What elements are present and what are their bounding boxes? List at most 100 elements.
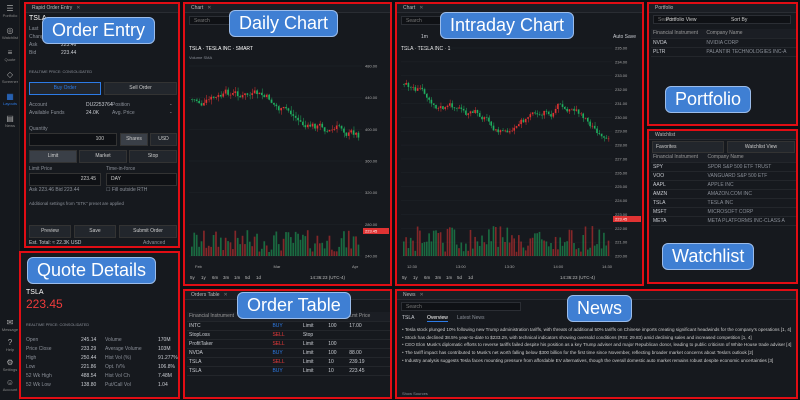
timeframe-button-1d[interactable]: 1d [256, 275, 262, 280]
intraday-candlestick-chart[interactable]: 235.00 234.00 233.00 232.00 231.00 230.00 229.… [397, 4, 642, 284]
order-type-market[interactable]: Market [79, 150, 127, 163]
candle [212, 96, 215, 98]
timeframe-button-5y[interactable]: 5y [190, 275, 196, 280]
column-header[interactable]: Financial Instrument [651, 153, 706, 162]
preview-button[interactable]: Preview [29, 225, 71, 238]
quantity-input[interactable]: 100 [29, 133, 117, 146]
tif-select[interactable]: DAY [106, 173, 177, 186]
news-item[interactable]: Tesla stock plunged 10% following new Tr… [402, 326, 796, 334]
table-row[interactable]: ProfitTaker SELL Limit 100 [187, 339, 390, 348]
table-row[interactable]: SPY SPDR S&P 500 ETF TRUST [651, 162, 796, 171]
watchlist-view-button[interactable]: Watchlist View [727, 141, 795, 153]
column-header[interactable]: Company Name [704, 29, 796, 38]
sidebar-item-watchlist[interactable]: ◎ Watchlist [0, 26, 20, 40]
table-row[interactable]: StopLoss SELL Stop [187, 330, 390, 339]
sidebar-item-screener[interactable]: ◇ Screener [0, 70, 20, 84]
sidebar-item-settings[interactable]: ⚙ Settings [0, 358, 20, 372]
column-header[interactable]: Financial Instrument [651, 29, 705, 38]
timeframe-button-5d[interactable]: 5d [457, 275, 463, 280]
portfolio-search-input[interactable]: Search [653, 15, 791, 24]
submit-order-button[interactable]: Submit Order [119, 225, 177, 238]
column-header[interactable]: Company Name [705, 153, 796, 162]
table-row[interactable]: TSLA TESLA INC [651, 198, 796, 207]
news-item[interactable]: Stock has declined 38.5% year-to-date to… [402, 334, 796, 342]
table-row[interactable]: TSLA SELL Limit 10 239.19 [187, 357, 390, 366]
table-row[interactable]: META META PLATFORMS INC-CLASS A [651, 216, 796, 225]
close-icon[interactable]: ✕ [419, 5, 424, 11]
timeframe-button-1m[interactable]: 1m [446, 275, 453, 280]
quote-symbol[interactable]: TSLA [26, 289, 44, 296]
buy-order-button[interactable]: Buy Order [29, 82, 101, 95]
table-row[interactable]: TSLA BUY Limit 10 223.45 [187, 366, 390, 375]
usd-toggle[interactable]: USD [150, 133, 177, 146]
close-icon[interactable]: ✕ [419, 292, 424, 298]
news-symbol[interactable]: TSLA [402, 315, 415, 321]
timeframe-button-1y[interactable]: 1y [201, 275, 207, 280]
candle [328, 129, 331, 132]
close-icon[interactable]: ✕ [76, 5, 81, 11]
timeframe-button-3m[interactable]: 3m [435, 275, 442, 280]
show-sources-link[interactable]: Show Sources [402, 391, 428, 396]
sidebar-item-message[interactable]: ✉ Message [0, 318, 20, 332]
volume-bar [224, 237, 227, 256]
column-header[interactable]: Financial Instrument [187, 312, 271, 321]
checkbox-icon[interactable]: ☐ [106, 187, 111, 193]
save-button[interactable]: Save [74, 225, 116, 238]
favorites-select[interactable]: Favorites [652, 141, 724, 153]
timeframe-button-5y[interactable]: 5y [402, 275, 408, 280]
sidebar-item-account[interactable]: ☺ Account [0, 378, 20, 392]
timeframe-button-1m[interactable]: 1m [234, 275, 241, 280]
timeframe-select[interactable]: 1m [421, 34, 428, 40]
fill-outside-rth-checkbox[interactable]: ☐ Fill outside RTH [106, 187, 147, 193]
timeframe-button-3m[interactable]: 3m [223, 275, 230, 280]
volume-bar [506, 227, 509, 256]
candle [462, 108, 465, 111]
table-row[interactable]: AMZN AMAZON.COM INC [651, 189, 796, 198]
news-item[interactable]: Industry analysis suggests Tesla faces m… [402, 357, 796, 365]
auto-save-toggle[interactable]: Auto Save [613, 34, 637, 40]
sidebar-item-label: Layouts [2, 101, 17, 106]
sort-by-select[interactable]: Sort By [731, 17, 748, 23]
order-type-stop[interactable]: Stop [129, 150, 177, 163]
table-row[interactable]: NVDA NVIDIA CORP [651, 38, 796, 47]
sidebar-item-quote[interactable]: ≡ Quote [0, 48, 20, 62]
timeframe-button-6m[interactable]: 6m [424, 275, 431, 280]
table-row[interactable]: VOO VANGUARD S&P 500 ETF [651, 171, 796, 180]
candle [285, 106, 287, 109]
advanced-link[interactable]: Advanced [143, 240, 166, 246]
timeframe-button-5d[interactable]: 5d [245, 275, 251, 280]
news-item[interactable]: CEO Elon Musk's diplomatic efforts to re… [402, 341, 796, 349]
timeframe-button-1d[interactable]: 1d [468, 275, 474, 280]
sidebar-item-news[interactable]: ▤ News [0, 114, 20, 128]
table-row[interactable]: MSFT MICROSOFT CORP [651, 207, 796, 216]
volume-bar [421, 243, 424, 256]
news-search-input[interactable]: Search [401, 302, 521, 311]
close-icon[interactable]: ✕ [207, 5, 212, 11]
timeframe-button-1y[interactable]: 1y [413, 275, 419, 280]
candle [541, 114, 543, 116]
sidebar-item-layouts[interactable]: ▦ Layouts [0, 92, 20, 106]
tab-latest-news[interactable]: Latest News [457, 315, 485, 321]
order-symbol[interactable]: TSLA [29, 15, 47, 22]
portfolio-view-select[interactable]: Portfolio View [666, 17, 697, 23]
column-header[interactable]: Lmt Price [347, 312, 390, 321]
limit-price-input[interactable]: 223.45 [29, 173, 101, 186]
account-value[interactable]: DU2253764 [86, 102, 113, 108]
shares-toggle[interactable]: Shares [120, 133, 148, 146]
tab-overview[interactable]: Overview [427, 315, 448, 322]
table-row[interactable]: AAPL APPLE INC [651, 180, 796, 189]
news-item[interactable]: The tariff impact has contributed to Mus… [402, 349, 796, 357]
sidebar-item-help[interactable]: ? Help [0, 338, 20, 352]
sell-order-button[interactable]: Sell Order [104, 82, 177, 95]
timeframe-button-6m[interactable]: 6m [212, 275, 219, 280]
time-tick-label: 13:00 [456, 264, 467, 269]
table-row[interactable]: NVDA BUY Limit 100 88.00 [187, 348, 390, 357]
daily-candlestick-chart[interactable]: 480.00 440.00 400.00 360.00 320.00 280.00 240.… [185, 4, 390, 284]
table-row[interactable]: PLTR PALANTIR TECHNOLOGIES INC-A [651, 47, 796, 56]
sidebar-item-portfolio[interactable]: ☰ Portfolio [0, 4, 20, 18]
order-type-limit[interactable]: Limit [29, 150, 77, 163]
candle [497, 129, 499, 133]
candle [527, 117, 529, 119]
table-row[interactable]: INTC BUY Limit 100 17.00 [187, 321, 390, 330]
close-icon[interactable]: ✕ [223, 292, 228, 298]
